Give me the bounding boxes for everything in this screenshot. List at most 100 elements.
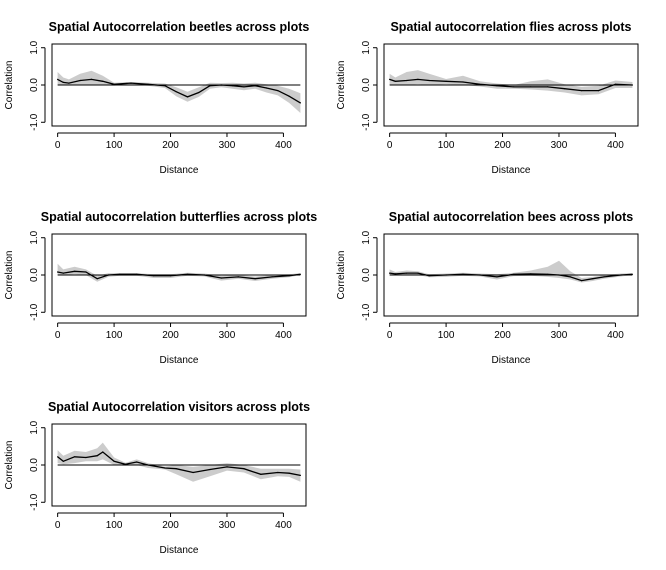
plot-frame <box>51 423 307 507</box>
y-tick-label: 1.0 <box>361 230 372 244</box>
x-axis-label: Distance <box>492 355 531 366</box>
data-point <box>130 82 132 84</box>
x-tick-label: 400 <box>275 520 292 531</box>
data-point <box>237 276 239 278</box>
x-tick-label: 200 <box>494 140 511 151</box>
data-point <box>631 84 634 86</box>
data-point <box>243 86 245 88</box>
chart-title: Spatial autocorrelation bees across plot… <box>389 210 634 224</box>
x-tick-label: 400 <box>607 330 624 341</box>
data-point <box>220 84 222 86</box>
data-point <box>96 278 98 280</box>
x-tick-label: 0 <box>387 140 393 151</box>
plot-frame <box>383 233 639 317</box>
data-point <box>254 85 256 87</box>
data-point <box>496 85 498 87</box>
data-point <box>124 463 126 465</box>
chart-panel-5: 0 100 200 300 400 -1.0 0.0 1.0 Spatial Autocorre… <box>4 400 310 556</box>
data-point <box>389 272 391 274</box>
data-point <box>389 78 391 80</box>
data-point <box>530 86 532 88</box>
data-point <box>175 91 177 93</box>
plot-frame <box>51 43 307 127</box>
x-tick-label: 100 <box>106 520 123 531</box>
data-point <box>209 85 211 87</box>
plot-frame <box>383 43 639 127</box>
x-axis-label: Distance <box>492 165 531 176</box>
data-point <box>614 83 617 85</box>
data-point <box>107 274 109 276</box>
data-point <box>513 86 515 88</box>
data-point <box>102 451 104 453</box>
data-point <box>394 80 396 82</box>
data-point <box>147 83 149 85</box>
data-point <box>265 87 268 89</box>
x-axis-label: Distance <box>160 165 199 176</box>
x-tick-label: 0 <box>55 140 61 151</box>
data-point <box>192 471 194 474</box>
y-tick-label: -1.0 <box>29 493 40 511</box>
data-point <box>597 90 600 92</box>
data-point <box>299 273 301 275</box>
data-point <box>209 468 211 471</box>
data-point <box>62 460 64 462</box>
data-point <box>592 278 594 280</box>
data-point <box>271 276 273 278</box>
data-point <box>406 79 408 82</box>
x-tick-label: 0 <box>55 330 61 341</box>
data-point <box>57 456 59 458</box>
data-point <box>547 273 549 275</box>
y-tick-label: 1.0 <box>29 420 40 434</box>
x-axis-label: Distance <box>160 355 199 366</box>
data-point <box>175 468 177 470</box>
correlation-line <box>57 451 301 477</box>
data-point <box>57 78 59 80</box>
data-point <box>153 275 155 277</box>
data-point <box>558 274 560 276</box>
y-tick-label: 0.0 <box>361 78 372 92</box>
data-point <box>113 83 115 85</box>
data-point <box>62 272 64 274</box>
data-point <box>299 474 301 476</box>
correlation-line <box>57 78 301 104</box>
data-point <box>186 96 189 98</box>
data-point <box>232 85 234 87</box>
x-tick-label: 400 <box>275 330 292 341</box>
data-point <box>417 272 419 274</box>
data-point <box>496 276 498 278</box>
data-point <box>243 468 245 470</box>
chart-title: Spatial autocorrelation butterflies acro… <box>41 210 318 224</box>
y-tick-label: 1.0 <box>29 230 40 244</box>
data-point <box>164 467 166 469</box>
data-point <box>428 275 430 277</box>
data-point <box>74 270 76 272</box>
data-point <box>169 275 172 277</box>
y-axis-label: Correlation <box>4 61 15 110</box>
y-axis-label: Correlation <box>336 251 347 300</box>
y-tick-label: -1.0 <box>361 113 372 131</box>
data-point <box>260 473 262 475</box>
data-point <box>299 102 301 104</box>
y-axis-label: Correlation <box>4 251 15 300</box>
data-point <box>203 274 205 276</box>
y-axis-label: Correlation <box>336 61 347 110</box>
data-point <box>85 456 87 459</box>
data-point <box>513 273 515 275</box>
x-axis-label: Distance <box>160 545 199 556</box>
data-point <box>530 273 532 275</box>
data-point <box>394 273 396 275</box>
data-point <box>277 471 279 474</box>
chart-title: Spatial Autocorrelation visitors across … <box>48 400 310 414</box>
x-tick-label: 300 <box>551 140 568 151</box>
chart-title: Spatial Autocorrelation beetles across p… <box>49 20 310 34</box>
data-point <box>445 274 447 276</box>
data-point <box>220 277 222 279</box>
chart-panel-4: 0 100 200 300 400 -1.0 0.0 1.0 Spatial autocorre… <box>336 210 639 366</box>
data-point <box>90 78 93 80</box>
data-point <box>147 464 149 466</box>
x-tick-label: 200 <box>494 330 511 341</box>
data-point <box>62 81 64 83</box>
data-point <box>119 273 121 275</box>
data-point <box>620 274 622 276</box>
